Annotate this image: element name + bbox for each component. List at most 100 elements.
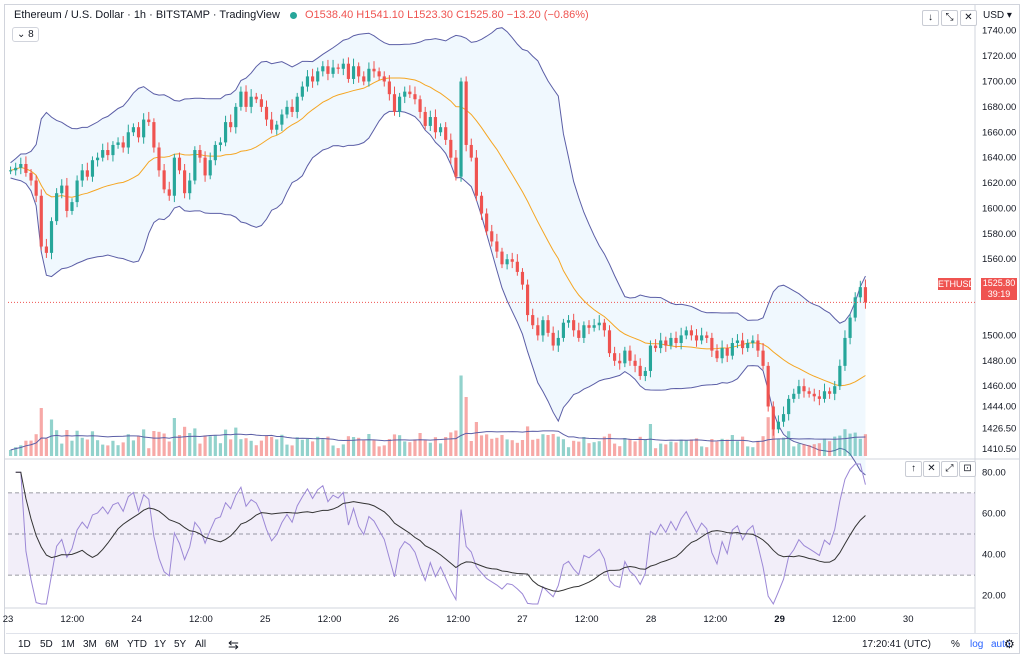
settings-icon[interactable]: ⚙ [1004,637,1015,651]
candle [822,391,827,399]
candle [121,142,125,148]
range-3m[interactable]: 3M [83,639,97,650]
volume-ma [10,430,866,451]
candle [613,353,617,361]
close-icon[interactable]: ✕ [960,10,977,26]
range-1d[interactable]: 1D [18,639,31,650]
log-toggle[interactable]: log [970,639,984,650]
volume-bar [316,436,320,456]
collapse-icon[interactable]: ⤡ [941,10,958,26]
range-all[interactable]: All [195,639,207,650]
volume-bar [720,438,724,456]
bollinger-lower [10,110,866,476]
candle [188,180,192,194]
range-ytd[interactable]: YTD [127,639,147,650]
volume-bar [597,441,601,456]
maximize-icon[interactable]: ⤢ [941,461,958,477]
range-5y[interactable]: 5Y [174,639,187,650]
candle [587,325,591,328]
candle [398,96,402,112]
candle [756,340,760,351]
candle [75,180,79,203]
candle [183,170,187,194]
volume-bar [694,438,699,456]
volume-bar [157,431,161,456]
volume-bar [653,448,658,456]
candle [766,365,770,407]
volume-bar [679,439,683,456]
candle [101,150,105,158]
candle [167,189,171,196]
candle [607,330,612,354]
time-tick-label: 24 [131,614,142,625]
volume-bar [382,445,386,456]
volume-bar [8,450,13,456]
volume-bar [669,441,673,456]
minimize-icon[interactable]: ⊡ [959,461,976,477]
candle [157,147,161,171]
candle [362,76,366,82]
clock[interactable]: 17:20:41 (UTC) [862,639,931,650]
goto-date-icon[interactable]: ⇆ [228,637,239,652]
volume-bar [336,448,340,456]
move-down-icon[interactable]: ↓ [922,10,939,26]
candle [838,365,842,387]
volume-bar [638,436,642,456]
volume-bar [331,445,335,456]
candle [715,350,719,359]
auto-toggle[interactable]: auto [991,639,1011,650]
indicators-toggle[interactable]: ⌄ 8 [12,27,39,42]
candle [531,315,535,326]
volume-bar [80,437,84,456]
candle [833,386,837,394]
candle [321,66,325,72]
symbol-title[interactable]: Ethereum / U.S. Dollar · 1h · BITSTAMP ·… [14,9,280,21]
rsi-close-icon[interactable]: ✕ [923,461,940,477]
volume-bar [449,432,453,456]
candle [449,139,453,158]
volume-bar [787,431,791,456]
candle [541,320,545,336]
candle [628,350,632,361]
volume-bar [541,434,545,456]
volume-bar [19,445,23,456]
candle [730,343,734,356]
volume-bar [24,440,28,456]
volume-bar [290,445,294,456]
range-1m[interactable]: 1M [61,639,75,650]
candle [346,63,351,79]
candle [546,320,550,333]
volume-bar [377,446,381,456]
currency-selector[interactable]: USD ▾ [983,10,1012,21]
candle [295,96,299,112]
bottom-toolbar: 1D 5D 1M 3M 6M YTD 1Y 5Y All ⇆ 17:20:41 … [6,633,1018,656]
volume-bar [520,440,525,456]
candle [428,117,432,126]
candle [843,337,847,366]
range-5d[interactable]: 5D [40,639,53,650]
candle [433,117,438,133]
candle [444,127,448,140]
candle [474,157,478,196]
candle [208,160,212,176]
candle [147,119,151,123]
volume-bar [531,439,535,456]
percent-toggle[interactable]: % [951,639,960,650]
candle [106,150,110,156]
indicators-count: 8 [28,29,34,40]
candle [659,340,663,349]
volume-bar [418,433,422,456]
volume-bar [776,438,781,456]
volume-bar [285,444,289,456]
range-1y[interactable]: 1Y [154,639,167,650]
candle [577,330,581,338]
move-up-icon[interactable]: ↑ [905,461,922,477]
volume-bar [623,438,627,456]
volume-bar [60,443,64,456]
candle [505,259,509,265]
volume-bar [546,435,550,456]
candle [234,106,238,128]
range-6m[interactable]: 6M [105,639,119,650]
candle [95,157,100,161]
